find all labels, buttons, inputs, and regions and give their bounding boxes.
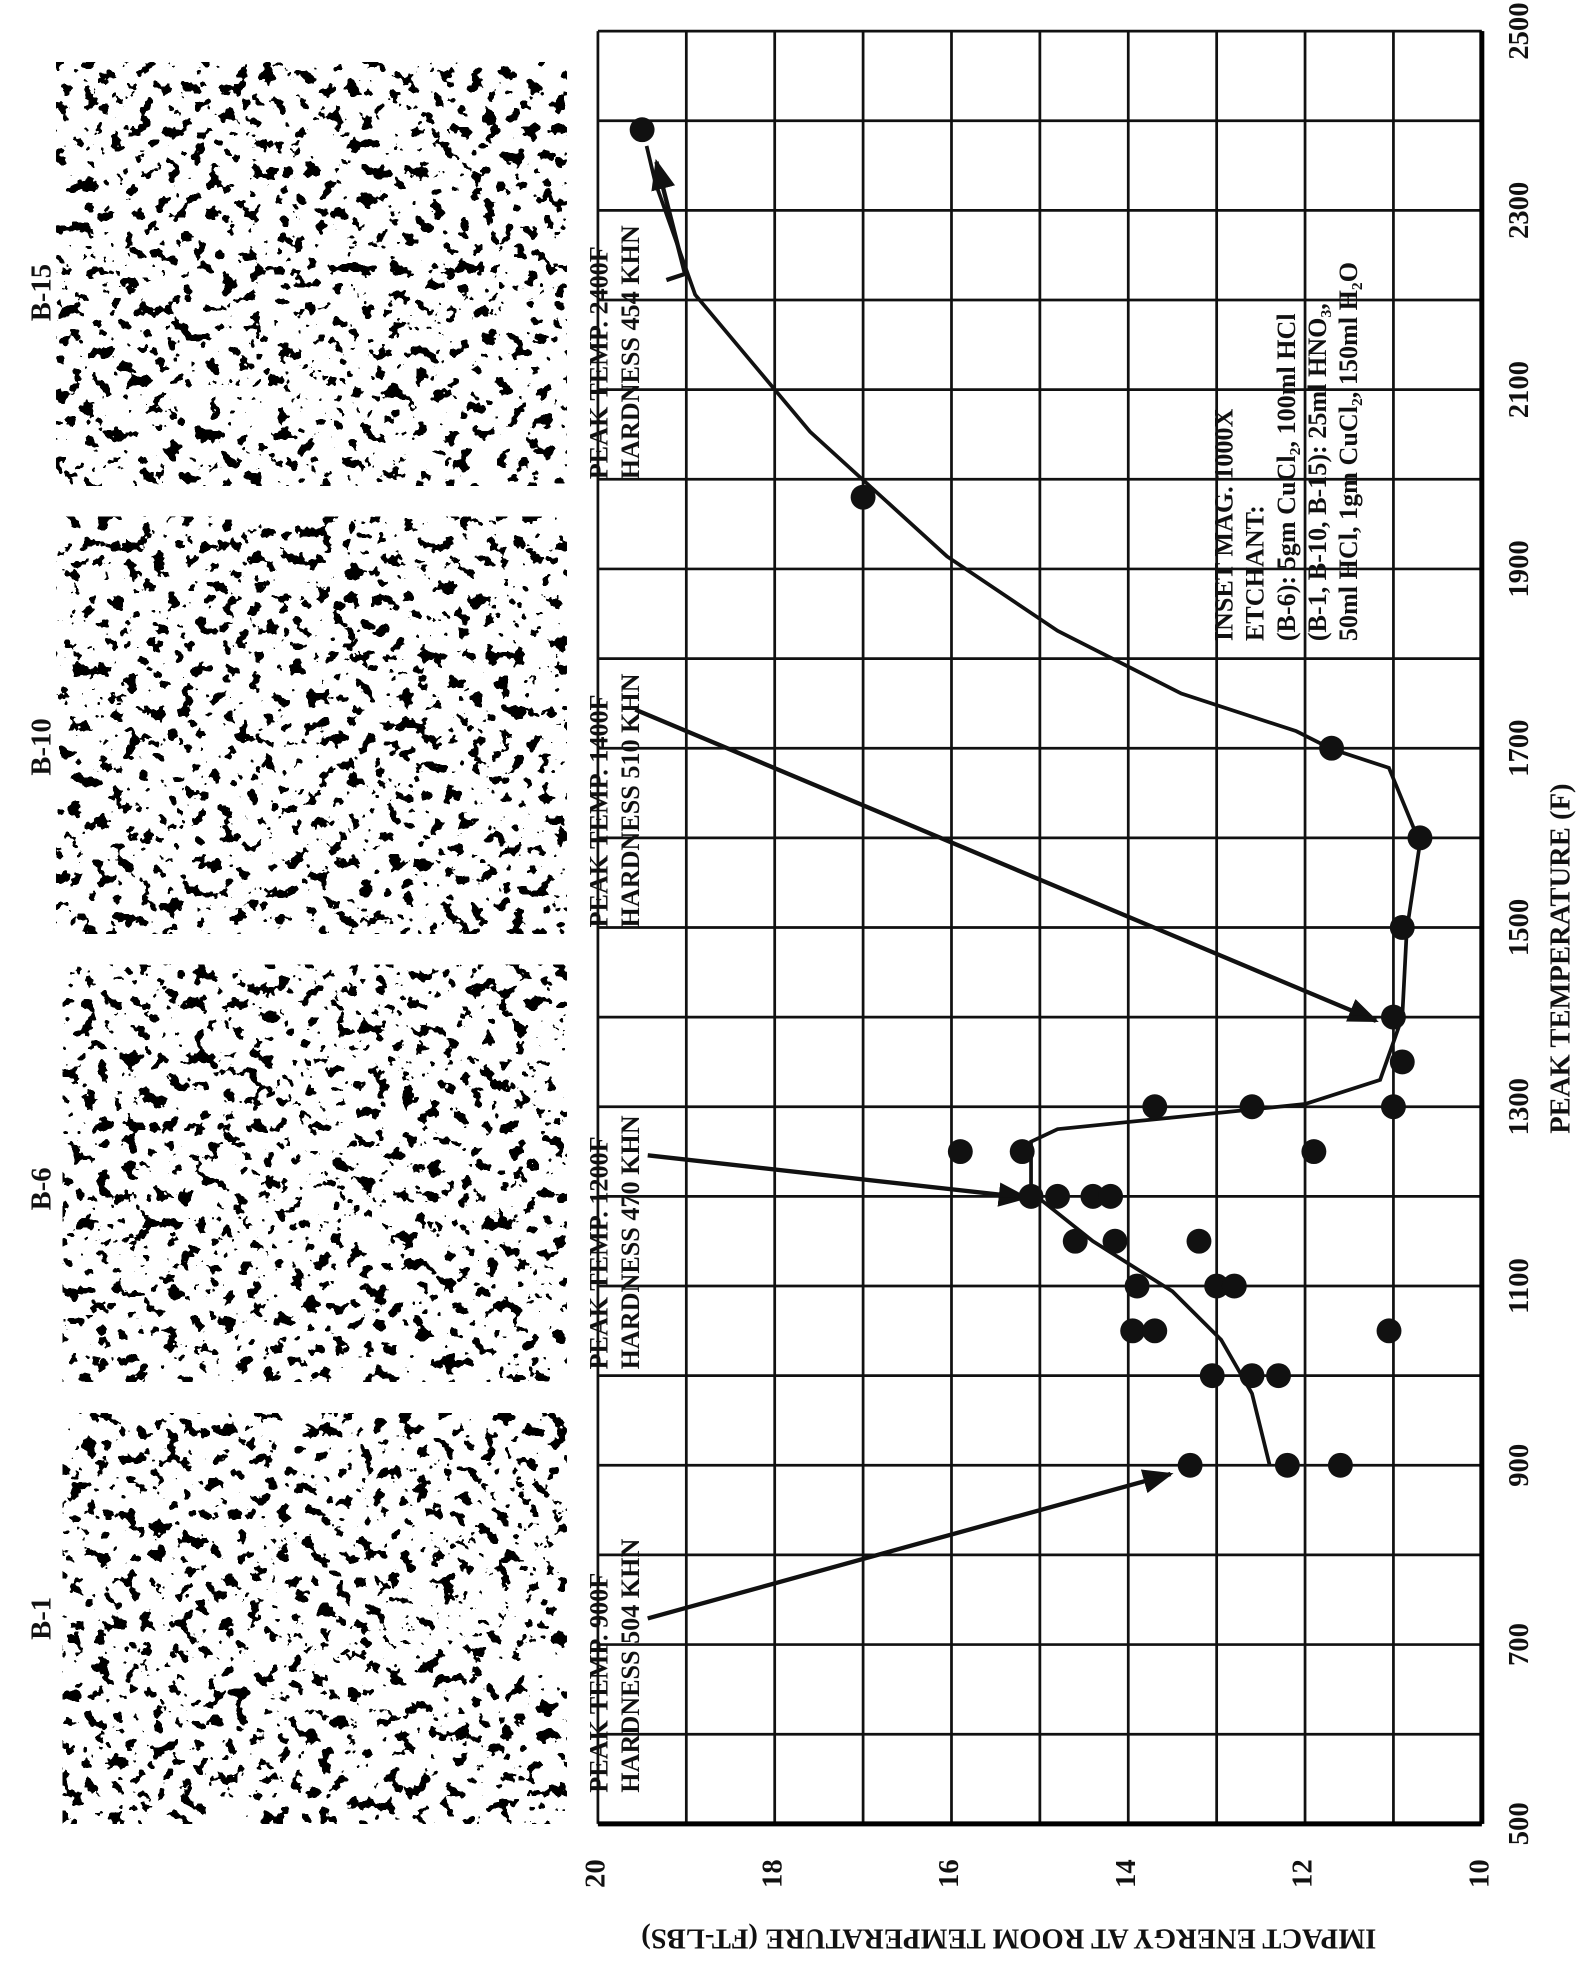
etchant-note: (B-6): 5gm CuCl₂, 100ml HCl [1272, 313, 1301, 641]
data-point [948, 1139, 973, 1164]
inset-image [63, 965, 567, 1382]
data-point [1240, 1094, 1265, 1119]
inset-label: B-15 [26, 264, 58, 321]
inset-peak-temp: PEAK TEMP. 1200F [585, 1136, 614, 1369]
data-point [630, 117, 655, 142]
data-point [1019, 1184, 1044, 1209]
x-tick-label: 2500 [1503, 2, 1535, 59]
data-point [1266, 1363, 1291, 1388]
data-point [1125, 1274, 1150, 1299]
data-point [1098, 1184, 1123, 1209]
chart: 20 18 16 14 12 10 500 700 900 1100 1300 1500 1700 190… [0, 0, 1588, 1967]
x-tick-label: 1900 [1503, 540, 1535, 597]
etchant-note: ETCHANT: [1241, 505, 1270, 641]
x-tick-label: 1700 [1503, 720, 1535, 777]
x-tick-label: 2100 [1503, 361, 1535, 418]
data-point [1319, 736, 1344, 761]
data-point [1142, 1318, 1167, 1343]
data-point [1187, 1229, 1212, 1254]
inset-image [56, 517, 566, 934]
data-point [1010, 1139, 1035, 1164]
inset-images [56, 62, 566, 1824]
y-tick-label: 16 [933, 1859, 965, 1888]
y-axis-title: IMPACT ENERGY AT ROOM TEMPERATURE (FT-LB… [641, 1922, 1376, 1954]
inset-label: B-6 [26, 1167, 58, 1210]
data-point [1045, 1184, 1070, 1209]
data-point [1390, 1049, 1415, 1074]
x-tick-label: 2300 [1503, 182, 1535, 239]
inset-image [56, 62, 566, 485]
data-point [1381, 1094, 1406, 1119]
data-point [1178, 1453, 1203, 1478]
y-tick-label: 10 [1463, 1859, 1495, 1888]
inset-label: B-1 [26, 1597, 58, 1640]
x-tick-label: 1300 [1503, 1078, 1535, 1135]
inset-peak-temp: PEAK TEMP. 2400F [585, 246, 614, 479]
inset-image [63, 1413, 567, 1824]
data-point [1240, 1363, 1265, 1388]
etchant-note: 50ml HCl, 1gm CuCl₂, 150ml H₂O [1334, 262, 1363, 641]
data-point [1063, 1229, 1088, 1254]
x-tick-label: 900 [1503, 1444, 1535, 1487]
y-tick-label: 20 [580, 1859, 612, 1888]
x-tick-label: 700 [1503, 1623, 1535, 1666]
data-point [851, 485, 876, 510]
inset-hardness: HARDNESS 454 KHN [616, 225, 645, 479]
data-point [1328, 1453, 1353, 1478]
arrow [635, 710, 1376, 1021]
data-point [1142, 1094, 1167, 1119]
data-point [1222, 1274, 1247, 1299]
y-tick-label: 18 [756, 1859, 788, 1888]
etchant-note: (B-1, B-10, B-15): 25ml HNO₃, [1303, 303, 1332, 641]
y-tick-label: 14 [1110, 1859, 1142, 1888]
etchant-note: INSET MAG. 1000X [1210, 409, 1239, 642]
arrows [635, 162, 1376, 1619]
inset-peak-temp: PEAK TEMP. 1400F [585, 695, 614, 928]
data-point [1275, 1453, 1300, 1478]
inset-hardness: HARDNESS 504 KHN [616, 1539, 645, 1793]
y-tick-label: 12 [1287, 1859, 1319, 1888]
arrow [648, 1155, 1026, 1197]
x-tick-label: 500 [1503, 1802, 1535, 1845]
data-point [1381, 1005, 1406, 1030]
x-axis-title: PEAK TEMPERATURE (F) [1544, 783, 1576, 1133]
x-tick-label: 1100 [1503, 1258, 1535, 1314]
data-point [1200, 1363, 1225, 1388]
x-tick-label: 1500 [1503, 899, 1535, 956]
data-point [1120, 1318, 1145, 1343]
data-point [1103, 1229, 1128, 1254]
data-point [1301, 1139, 1326, 1164]
inset-hardness: HARDNESS 470 KHN [616, 1115, 645, 1369]
inset-label: B-10 [26, 718, 58, 775]
data-point [1377, 1318, 1402, 1343]
data-point [1390, 915, 1415, 940]
arrow [648, 1474, 1171, 1618]
inset-peak-temp: PEAK TEMP. 900F [585, 1573, 614, 1793]
data-point [1408, 825, 1433, 850]
inset-hardness: HARDNESS 510 KHN [616, 673, 645, 927]
